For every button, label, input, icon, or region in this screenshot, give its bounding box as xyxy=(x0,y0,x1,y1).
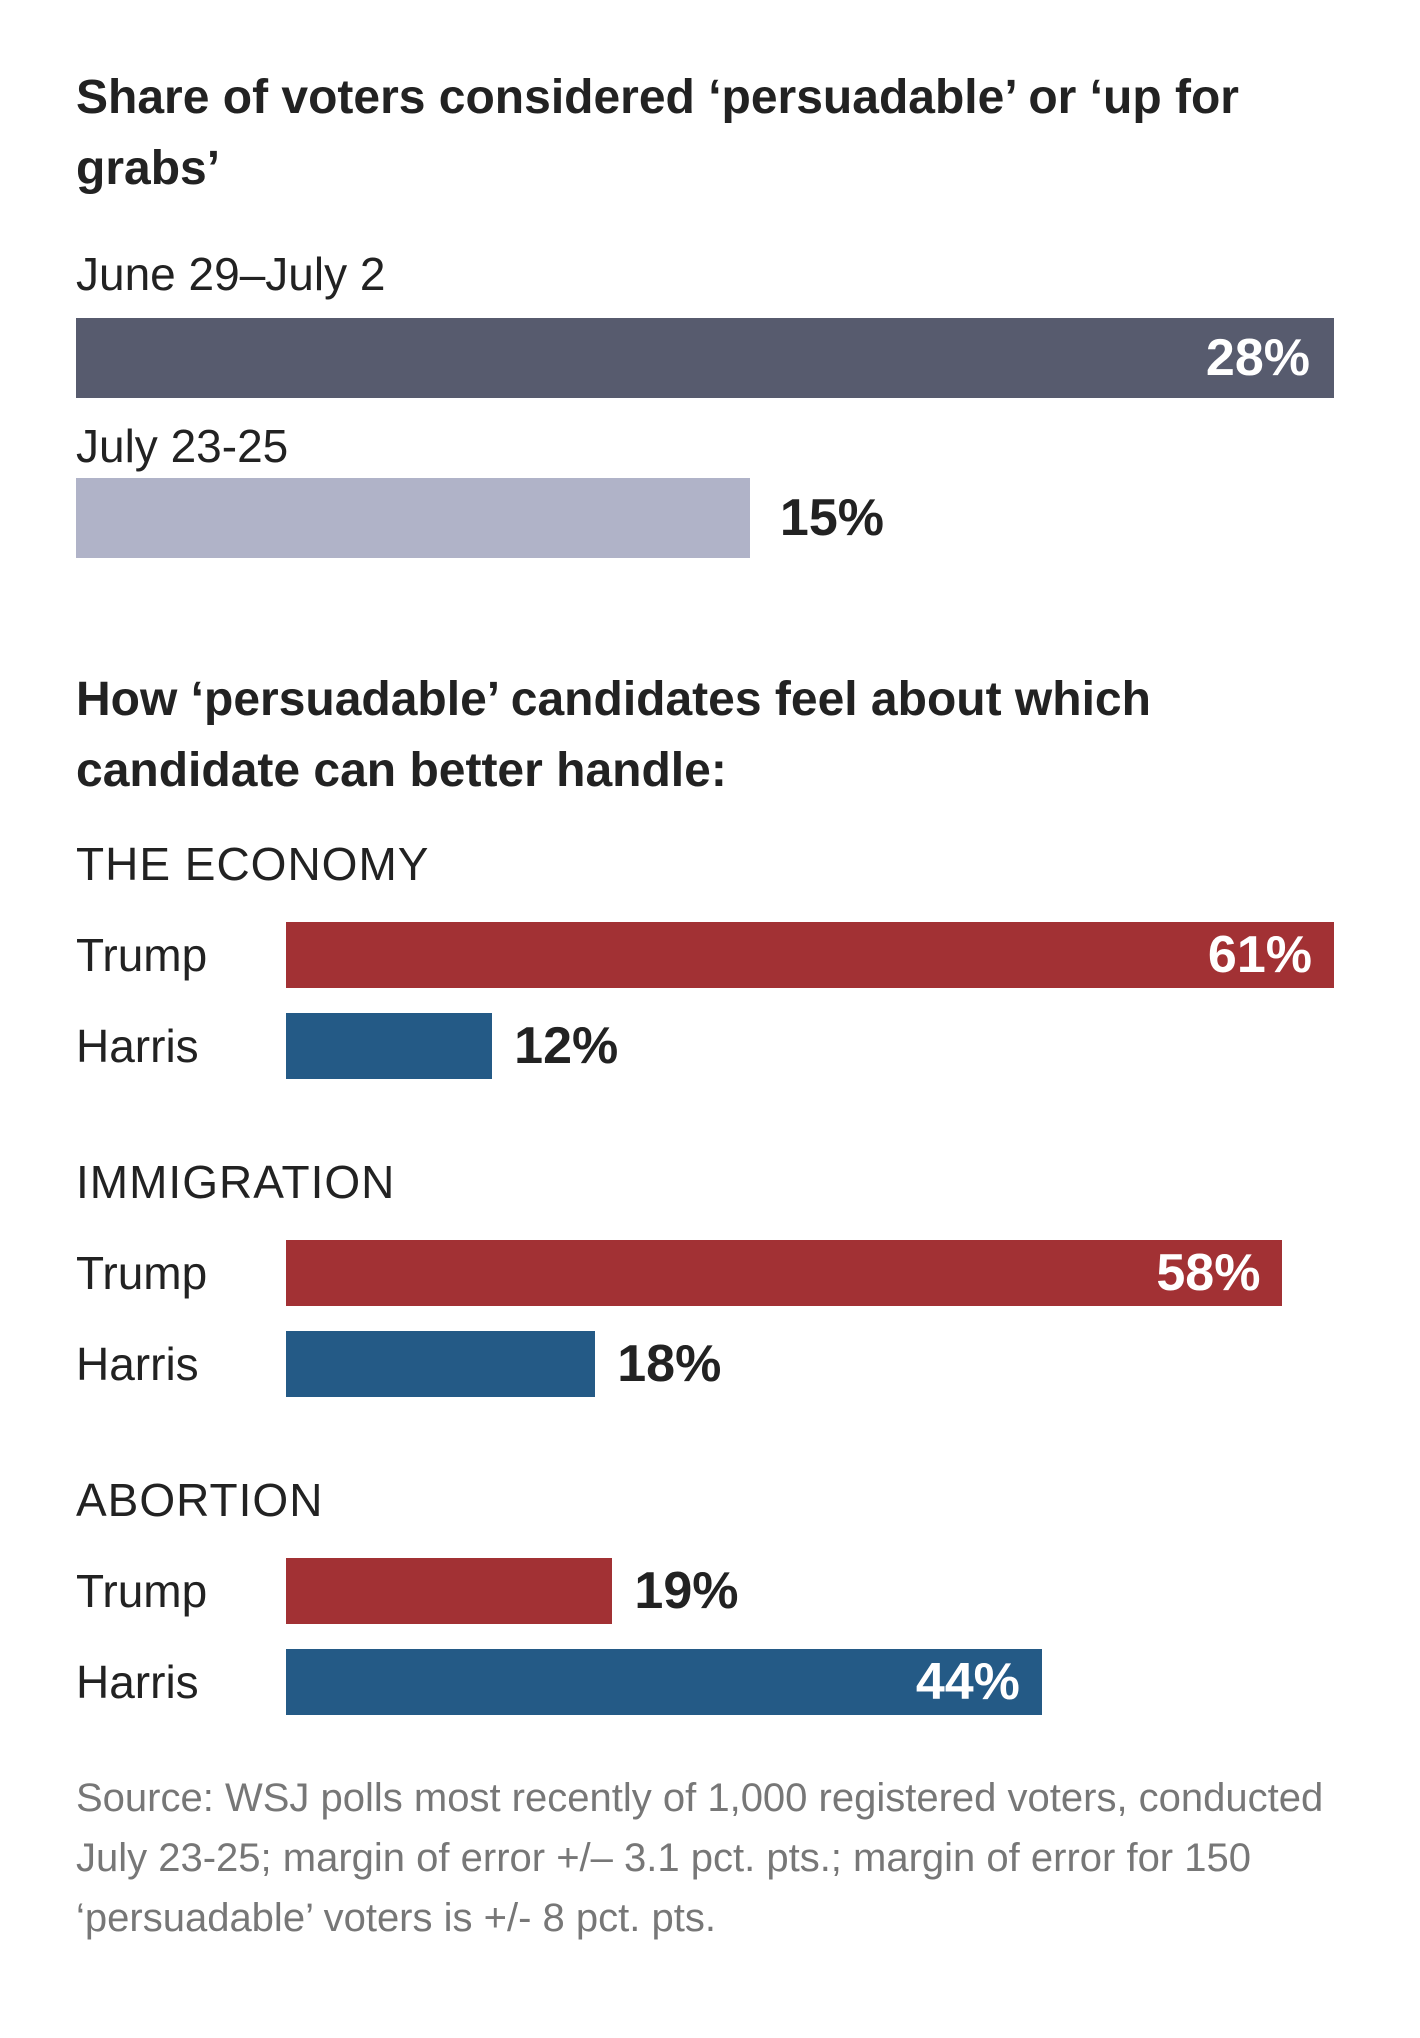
candidate-value-label-trump: 61% xyxy=(1207,926,1312,984)
period-bar xyxy=(76,318,1334,398)
period-value-label: 15% xyxy=(779,489,884,547)
candidate-value-label-trump: 19% xyxy=(634,1562,739,1620)
issue-heading: THE ECONOMY xyxy=(76,838,430,890)
chart1-title: Share of voters considered ‘persuadable’… xyxy=(76,71,1239,195)
candidate-label-harris: Harris xyxy=(76,1656,199,1708)
candidate-label-harris: Harris xyxy=(76,1338,199,1390)
candidate-label-trump: Trump xyxy=(76,929,208,981)
candidate-bar-trump xyxy=(286,1558,613,1624)
candidate-bar-harris xyxy=(286,1013,493,1079)
candidate-bar-trump xyxy=(286,922,1334,988)
issue-heading: ABORTION xyxy=(76,1474,324,1526)
candidate-value-label-trump: 58% xyxy=(1156,1244,1261,1302)
period-label: June 29–July 2 xyxy=(76,248,386,300)
candidate-bar-trump xyxy=(286,1240,1283,1306)
period-label: July 23-25 xyxy=(76,420,289,472)
chart2-title: How ‘persuadable’ candidates feel about … xyxy=(76,673,1151,797)
period-value-label: 28% xyxy=(1205,329,1310,387)
candidate-label-harris: Harris xyxy=(76,1020,199,1072)
candidate-value-label-harris: 18% xyxy=(617,1335,722,1393)
candidate-bar-harris xyxy=(286,1649,1042,1715)
candidate-bar-harris xyxy=(286,1331,596,1397)
period-bar xyxy=(76,478,750,558)
candidate-label-trump: Trump xyxy=(76,1247,208,1299)
source-note: Source: WSJ polls most recently of 1,000… xyxy=(76,1776,1324,1940)
candidate-label-trump: Trump xyxy=(76,1565,208,1617)
issue-heading: IMMIGRATION xyxy=(76,1156,396,1208)
candidate-value-label-harris: 12% xyxy=(514,1017,619,1075)
candidate-value-label-harris: 44% xyxy=(915,1653,1020,1711)
